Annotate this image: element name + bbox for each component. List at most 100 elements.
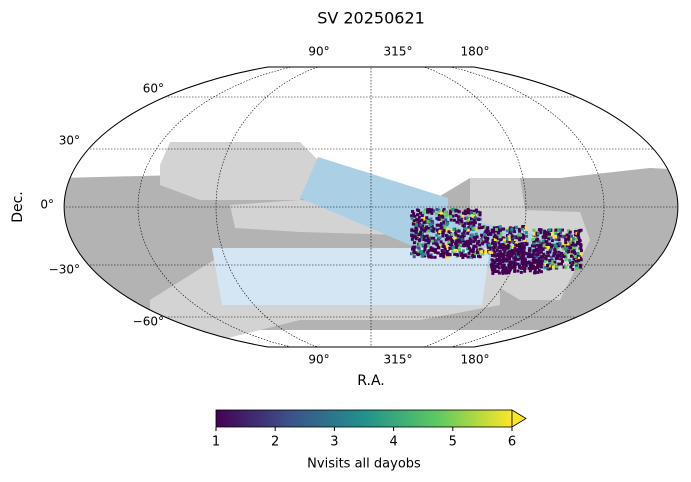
survey-cell [444,238,448,242]
survey-cell [425,234,429,238]
survey-cell [548,250,552,254]
survey-cell [576,256,580,260]
survey-cell [542,252,546,256]
survey-cell [579,249,583,253]
survey-cell [527,266,531,270]
survey-cell [539,255,543,259]
survey-cell [471,253,475,257]
survey-cell [512,260,516,264]
survey-cell [486,232,490,236]
survey-cell [410,214,414,218]
survey-cell [463,253,467,257]
survey-cell [536,253,540,257]
survey-cell [511,245,515,249]
survey-cell [511,249,515,253]
survey-cell [539,265,543,269]
survey-cell [524,261,528,265]
survey-cell [518,254,522,258]
survey-cell [524,234,528,238]
survey-cell [471,214,475,218]
survey-cell [469,224,473,228]
survey-cell [498,243,502,247]
survey-cell [453,248,457,252]
colorbar-tick-label: 2 [271,435,279,450]
survey-cell [529,265,533,269]
survey-cell [471,250,475,254]
survey-cell [468,237,472,241]
survey-cell [446,221,450,225]
survey-cell [492,230,496,234]
survey-cell [461,255,465,259]
survey-cell [571,241,575,245]
survey-cell [422,250,426,254]
survey-cell [430,211,434,215]
survey-cell [568,245,572,249]
survey-cell [532,249,536,253]
survey-cell [527,260,531,264]
survey-cell [563,247,567,251]
ra-tick-label: 315° [384,45,413,59]
survey-cell [472,209,476,213]
survey-cell [510,229,514,233]
survey-cell [435,208,439,212]
survey-cell [441,253,445,257]
survey-cell [561,245,565,249]
survey-cell [548,243,552,247]
survey-cell [434,212,438,216]
survey-cell [543,256,547,260]
survey-cell [482,235,486,239]
survey-cell [420,249,424,253]
survey-cell [552,251,556,255]
survey-cell [447,230,451,234]
survey-cell [517,252,521,256]
survey-cell [516,254,520,258]
survey-cell [537,269,541,273]
survey-cell [497,253,501,257]
survey-cell [499,253,503,257]
title: SV 20250621 [317,9,425,28]
survey-cell [436,217,440,221]
survey-cell [445,223,449,227]
survey-cell [428,235,432,239]
survey-cell [463,240,467,244]
survey-cell [449,229,453,233]
survey-cell [443,214,447,218]
survey-cell [440,218,444,222]
survey-cell [444,218,448,222]
survey-cell [427,255,431,259]
survey-cell [445,236,449,240]
survey-cell [422,252,426,256]
survey-cell [465,216,469,220]
survey-cell [523,259,527,263]
survey-cell [456,242,460,246]
survey-cell [435,228,439,232]
survey-cell [501,258,505,262]
survey-cell [457,229,461,233]
survey-cell [464,227,468,231]
survey-cell [537,257,541,261]
survey-cell [558,228,562,232]
dec-tick-label: 60° [143,82,164,96]
survey-cell [412,235,416,239]
survey-cell [493,237,497,241]
survey-cell [477,226,481,230]
survey-cell [412,248,416,252]
survey-cell [547,235,551,239]
survey-cell [457,218,461,222]
survey-cell [556,229,560,233]
survey-cell [522,249,526,253]
survey-cell [526,255,530,259]
survey-cell [518,265,522,269]
survey-cell [450,232,454,236]
survey-cell [520,227,524,231]
survey-cell [466,244,470,248]
survey-cell [423,248,427,252]
survey-cell [445,228,449,232]
survey-cell [498,249,502,253]
survey-cell [422,238,426,242]
survey-cell [463,225,467,229]
survey-cell [410,216,414,220]
survey-cell [427,208,431,212]
survey-cell [439,223,443,227]
survey-cell [534,249,538,253]
